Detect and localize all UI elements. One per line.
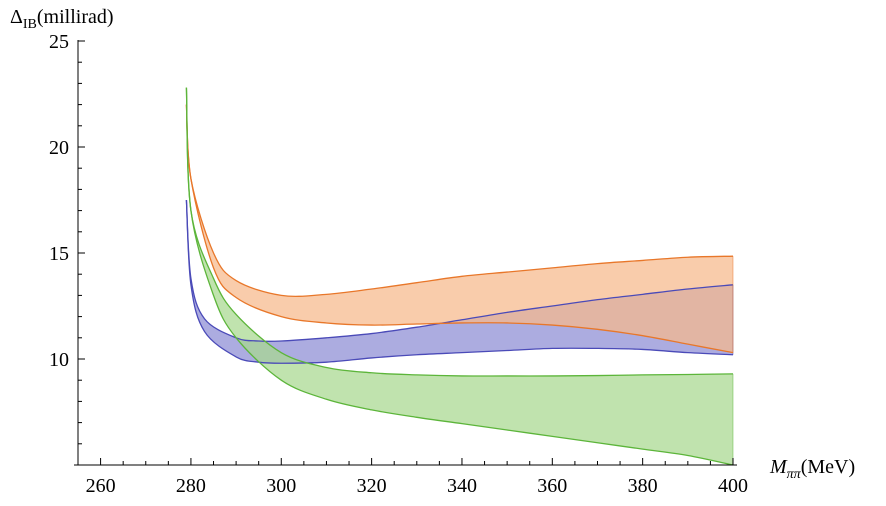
x-axis-title: Mππ(MeV) (769, 456, 855, 482)
x-tick-label: 280 (176, 475, 206, 497)
band-2-upper-line (185, 104, 734, 298)
band-1-upper-line (185, 199, 734, 343)
y-axis-title: ΔIB(millirad) (10, 6, 114, 32)
labels-layer: 260 280 300 320 340 360 380 400 10 15 20 25ΔIB(mill… (10, 6, 855, 497)
x-tick-label: 320 (357, 475, 387, 497)
x-tick-label: 340 (447, 475, 477, 497)
y-tick-label: 10 (49, 349, 69, 371)
x-tick-label: 380 (628, 475, 658, 497)
x-tick-label: 260 (86, 475, 116, 497)
x-tick-label: 360 (537, 475, 567, 497)
band-3-upper-line (185, 87, 734, 377)
x-tick-label: 300 (266, 475, 296, 497)
band-3-lower-line (185, 87, 734, 466)
y-tick-label: 15 (49, 243, 69, 265)
band-1-lower-line (185, 199, 734, 364)
x-tick-label: 400 (718, 475, 748, 497)
bands-layer (185, 87, 734, 466)
band-2-lower-line (185, 104, 734, 354)
y-tick-label: 20 (49, 137, 69, 159)
band-2-fill (186, 104, 733, 353)
y-tick-label: 25 (49, 31, 69, 53)
axes-layer (74, 40, 737, 466)
band-3-fill (186, 87, 733, 465)
